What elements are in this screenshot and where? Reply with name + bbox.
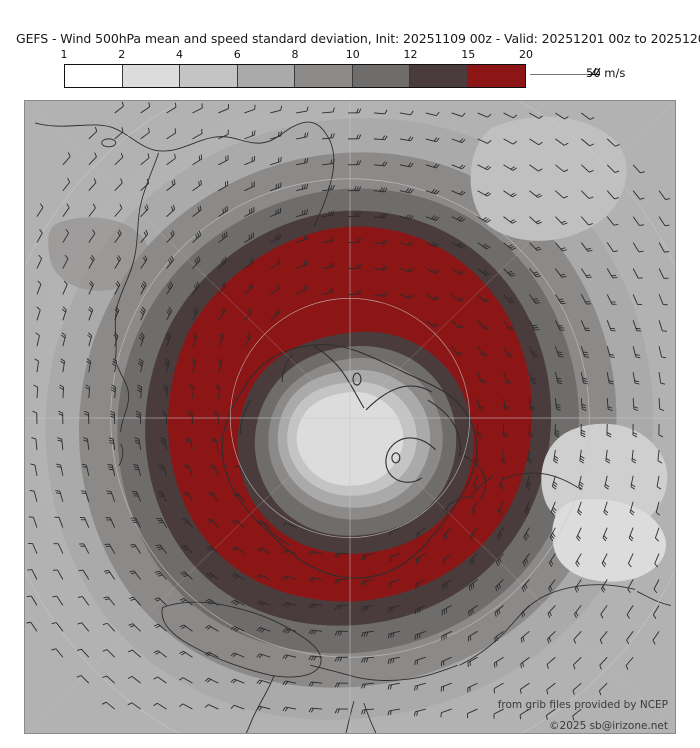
low-spread-patches: [48, 116, 668, 582]
colorbar-tick-labels: 1 2 4 6 8 10 12 15 20: [60, 48, 534, 62]
colorbar-segment-15-20: [467, 65, 525, 87]
map-canvas: [25, 101, 675, 733]
colorbar-tick-8: 8: [291, 48, 299, 61]
colorbar-segment-6-8: [237, 65, 295, 87]
colorbar-segment-12-15: [410, 65, 468, 87]
page-title: GEFS - Wind 500hPa mean and speed standa…: [16, 31, 700, 46]
colorbar-tick-20: 20: [519, 48, 533, 61]
attribution-copyright: ©2025 sb@irizone.net: [549, 720, 668, 732]
barb-reference-label: 50 m/s: [586, 66, 626, 80]
colorbar-segment-8-10: [295, 65, 353, 87]
coastline: [221, 344, 487, 579]
weather-map[interactable]: [24, 100, 676, 734]
colorbar-tick-12: 12: [403, 48, 418, 61]
colorbar-gradient: [64, 64, 526, 88]
colorbar-tick-6: 6: [233, 48, 241, 61]
contour-bands: [45, 118, 654, 720]
wind-barbs: [26, 101, 671, 721]
surrounding-coastlines: [34, 121, 672, 733]
colorbar-segment-2-4: [122, 65, 180, 87]
colorbar-tick-15: 15: [461, 48, 476, 61]
graticule: [25, 101, 675, 733]
colorbar-segment-1-2: [65, 65, 123, 87]
colorbar: 1 2 4 6 8 10 12 15 20: [61, 48, 533, 88]
colorbar-tick-10: 10: [345, 48, 360, 61]
colorbar-segment-4-6: [180, 65, 238, 87]
colorbar-tick-1: 1: [60, 48, 68, 61]
colorbar-tick-4: 4: [176, 48, 183, 61]
barb-reference-icon: [588, 67, 601, 76]
colorbar-segment-10-12: [352, 65, 410, 87]
barb-reference-line: [530, 74, 596, 75]
colorbar-tick-2: 2: [118, 48, 126, 61]
wind-barb-reference: 50 m/s: [530, 63, 670, 87]
attribution-source: from grib files provided by NCEP: [497, 699, 668, 711]
